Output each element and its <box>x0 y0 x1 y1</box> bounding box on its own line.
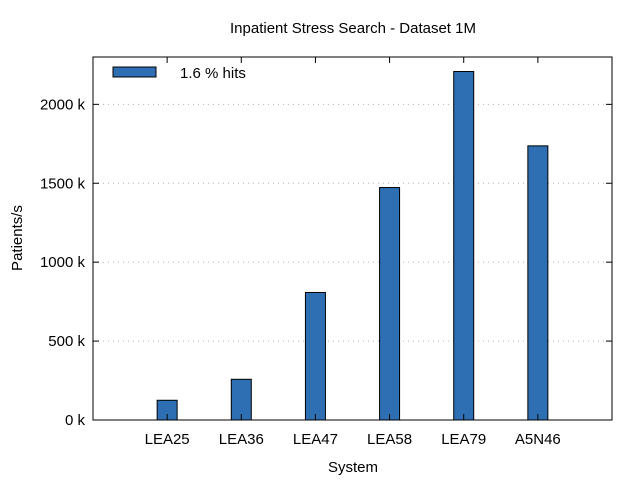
legend-label: 1.6 % hits <box>180 65 246 82</box>
legend-swatch <box>112 66 157 78</box>
x-tick-label: LEA25 <box>145 431 190 448</box>
y-axis-label: Patients/s <box>9 205 26 271</box>
x-axis: LEA25 LEA36 LEA47 LEA58 LEA79 A5N46 <box>145 57 561 448</box>
bar-lea47 <box>304 291 326 421</box>
y-tick-label: 1000 k <box>40 254 86 271</box>
legend: 1.6 % hits <box>112 65 246 82</box>
bar-a5n46 <box>527 145 549 421</box>
y-tick-label: 0 k <box>65 412 86 429</box>
bar-lea58 <box>379 187 401 421</box>
y-tick-label: 1500 k <box>40 175 86 192</box>
bar-lea79 <box>453 71 475 421</box>
x-tick-label: LEA47 <box>293 431 338 448</box>
bars <box>156 71 549 421</box>
chart-title: Inpatient Stress Search - Dataset 1M <box>230 20 476 37</box>
x-tick-label: LEA79 <box>441 431 486 448</box>
bar-lea36 <box>230 378 252 421</box>
x-tick-label: A5N46 <box>515 431 561 448</box>
y-tick-label: 2000 k <box>40 96 86 113</box>
x-axis-label: System <box>328 459 378 476</box>
y-axis: 0 k 500 k 1000 k 1500 k 2000 k <box>40 96 612 429</box>
y-tick-label: 500 k <box>48 333 85 350</box>
x-tick-label: LEA36 <box>219 431 264 448</box>
x-tick-label: LEA58 <box>367 431 412 448</box>
plot-frame <box>92 56 613 421</box>
